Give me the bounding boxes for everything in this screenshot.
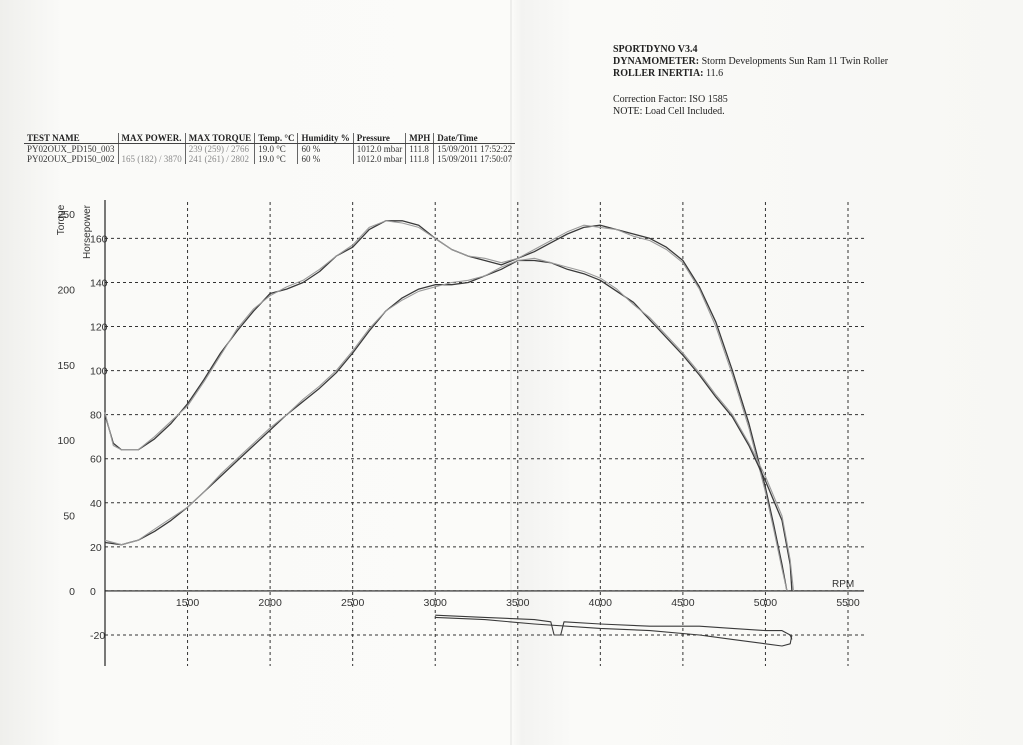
x-tick-label: 5000 bbox=[754, 597, 778, 609]
series-line-1 bbox=[104, 220, 788, 592]
series-line-3 bbox=[104, 259, 793, 591]
table-cell: 111.8 bbox=[405, 154, 434, 164]
table-cell bbox=[117, 143, 186, 154]
correction-factor: Correction Factor: ISO 1585 bbox=[613, 94, 728, 105]
column-header: Pressure bbox=[352, 133, 406, 144]
column-header: Temp. °C bbox=[254, 133, 298, 144]
table-cell: 19.0 °C bbox=[254, 154, 298, 164]
series-line-6 bbox=[435, 616, 793, 647]
x-tick-label: 3000 bbox=[424, 597, 448, 609]
table-cell: 241 (261) / 2802 bbox=[184, 154, 255, 164]
test-info-table: TEST NAME MAX POWER. MAX TORQUE Temp. °C Hum… bbox=[24, 133, 516, 164]
paper-fold bbox=[510, 0, 512, 745]
software-name: SPORTDYNO V3.4 bbox=[613, 44, 698, 55]
table-cell: 1012.0 mbar bbox=[352, 143, 406, 154]
table-cell: PY02OUX_PD150_003 bbox=[27, 144, 115, 154]
x-tick-label: 1500 bbox=[176, 597, 200, 609]
x-axis-title: RPM bbox=[832, 579, 854, 590]
dyno-header: SPORTDYNO V3.4 DYNAMOMETER: Storm Develo… bbox=[613, 44, 888, 118]
torque-tick-label: 100 bbox=[57, 435, 75, 447]
series-line-5 bbox=[435, 614, 793, 640]
column-header: Date/Time bbox=[433, 133, 516, 144]
torque-tick-label: 250 bbox=[57, 209, 75, 221]
table-cell: 15/09/2011 17:50:07 bbox=[433, 154, 516, 164]
table-row: PY02OUX_PD150_003 239 (259) / 2766 19.0 °C… bbox=[24, 143, 516, 154]
torque-axis-title: Torque bbox=[56, 204, 67, 235]
torque-tick-label: 0 bbox=[69, 586, 75, 598]
table-cell: PY02OUX_PD150_002 bbox=[27, 154, 115, 164]
x-tick-label: 2500 bbox=[341, 597, 365, 609]
torque-tick-label: 50 bbox=[63, 511, 75, 523]
hp-tick-label: -20 bbox=[90, 630, 105, 642]
hp-tick-label: 40 bbox=[90, 498, 102, 510]
table-cell: 111.8 bbox=[405, 143, 434, 154]
x-tick-label: 2000 bbox=[258, 597, 282, 609]
table-cell: 15/09/2011 17:52:22 bbox=[433, 143, 516, 154]
table-cell: 165 (182) / 3870 bbox=[117, 154, 186, 164]
hp-tick-label: 80 bbox=[90, 410, 102, 422]
column-header: TEST NAME bbox=[24, 133, 119, 144]
column-header: Humidity % bbox=[297, 133, 354, 144]
inertia-label: ROLLER INERTIA: bbox=[613, 68, 704, 79]
horsepower-axis-title: Horsepower bbox=[82, 204, 93, 259]
x-tick-label: 5500 bbox=[836, 597, 860, 609]
series-line-4 bbox=[104, 257, 795, 591]
x-tick-label: 4500 bbox=[671, 597, 695, 609]
inertia-value: 11.6 bbox=[706, 68, 724, 79]
torque-tick-label: 200 bbox=[57, 285, 75, 297]
table-row: PY02OUX_PD150_002 165 (182) / 3870 241 (26… bbox=[24, 154, 516, 164]
table-cell: 60 % bbox=[297, 143, 354, 154]
x-tick-label: 4000 bbox=[589, 597, 613, 609]
hp-tick-label: 120 bbox=[90, 322, 108, 334]
dyno-value: Storm Developments Sun Ram 11 Twin Rolle… bbox=[701, 56, 889, 67]
hp-tick-label: 20 bbox=[90, 542, 102, 554]
table-header-row: TEST NAME MAX POWER. MAX TORQUE Temp. °C Hum… bbox=[24, 133, 516, 144]
series-line-2 bbox=[104, 220, 788, 592]
hp-tick-label: 140 bbox=[90, 277, 108, 289]
table-cell: 1012.0 mbar bbox=[352, 154, 406, 164]
load-cell-note: NOTE: Load Cell Included. bbox=[613, 106, 725, 117]
column-header: MPH bbox=[405, 133, 434, 144]
hp-tick-label: 0 bbox=[90, 586, 96, 598]
table-cell: 19.0 °C bbox=[254, 143, 298, 154]
table-cell: 239 (259) / 2766 bbox=[184, 143, 255, 154]
column-header: MAX POWER. bbox=[117, 133, 186, 144]
hp-tick-label: 60 bbox=[90, 454, 102, 466]
x-tick-label: 3500 bbox=[506, 597, 530, 609]
dyno-label: DYNAMOMETER: bbox=[613, 56, 700, 67]
hp-tick-label: 160 bbox=[90, 233, 108, 245]
table-cell: 60 % bbox=[297, 154, 354, 164]
column-header: MAX TORQUE bbox=[184, 133, 255, 144]
table-body: PY02OUX_PD150_003 239 (259) / 2766 19.0 °C… bbox=[24, 143, 516, 164]
hp-tick-label: 100 bbox=[90, 366, 108, 378]
torque-tick-label: 150 bbox=[57, 360, 75, 372]
